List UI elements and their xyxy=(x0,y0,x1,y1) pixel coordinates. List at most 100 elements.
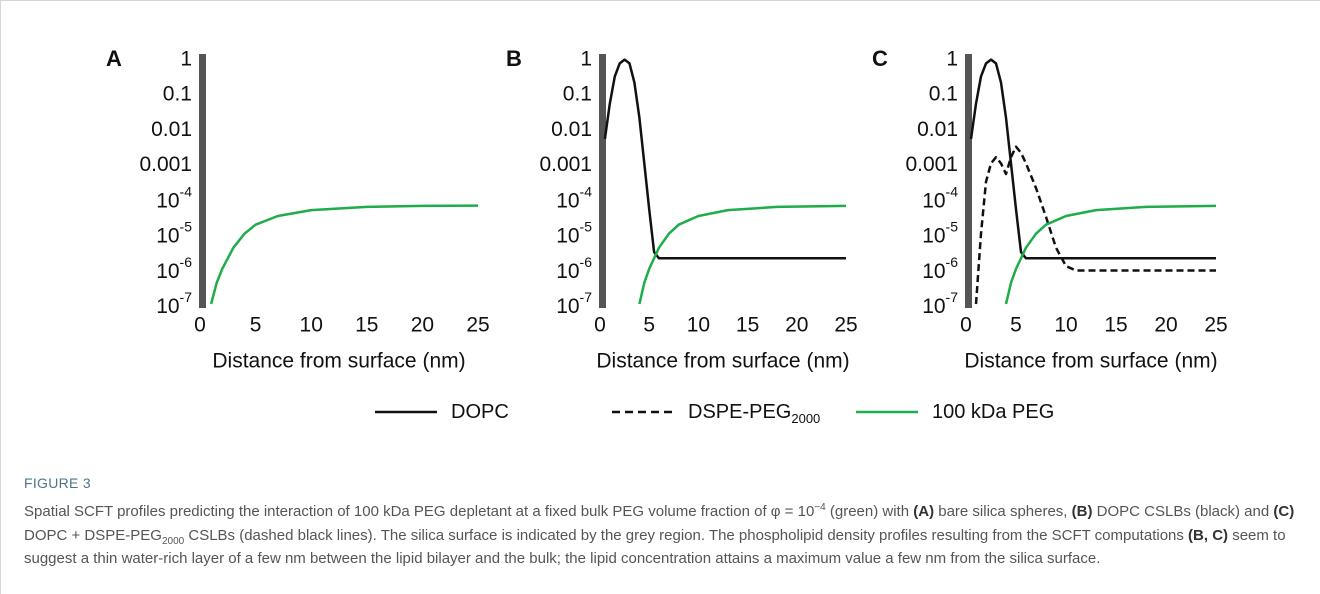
caption-run: Spatial SCFT profiles predicting the int… xyxy=(24,503,815,520)
y-tick-label: 10-5 xyxy=(922,218,958,247)
y-tick-base: 10 xyxy=(922,189,945,212)
frame-line xyxy=(0,0,1,594)
y-tick-base: 10 xyxy=(156,224,179,247)
y-tick-exponent: -6 xyxy=(180,254,193,270)
y-tick-exponent: -4 xyxy=(580,183,593,199)
y-tick-label: 0.001 xyxy=(905,153,958,176)
y-tick-label: 1 xyxy=(580,48,592,71)
caption-run: seem to suggest a thin water-rich layer … xyxy=(24,526,1286,568)
y-tick-base: 10 xyxy=(156,189,179,212)
y-tick-base: 10 xyxy=(556,224,579,247)
y-tick-base: 10 xyxy=(556,295,579,318)
x-tick-label: 15 xyxy=(355,314,378,337)
y-tick-label: 0.1 xyxy=(563,83,592,106)
y-tick-label: 0.1 xyxy=(163,83,192,106)
y-tick-base: 10 xyxy=(156,295,179,318)
caption-run: (C) xyxy=(1273,503,1295,520)
y-tick-base: 10 xyxy=(922,224,945,247)
series-line xyxy=(209,204,479,305)
y-tick-label: 10-5 xyxy=(156,218,192,247)
x-tick-label: 10 xyxy=(1054,314,1077,337)
caption-run: (A) xyxy=(913,503,935,520)
x-tick-label: 20 xyxy=(785,314,808,337)
x-tick-label: 20 xyxy=(411,314,434,337)
y-tick-exponent: -5 xyxy=(580,218,593,234)
surface-region xyxy=(199,54,206,308)
y-tick-label: 1 xyxy=(946,48,958,71)
y-tick-label: 10-4 xyxy=(556,183,592,212)
y-tick-base: 10 xyxy=(156,259,179,282)
x-tick-label: 15 xyxy=(1104,314,1127,337)
panel-label: B xyxy=(506,46,522,71)
x-axis-title: Distance from surface (nm) xyxy=(596,350,849,373)
x-tick-label: 5 xyxy=(1010,314,1022,337)
y-tick-label: 0.001 xyxy=(539,153,592,176)
legend-label: DOPC xyxy=(451,401,509,423)
surface-region xyxy=(965,54,972,308)
x-tick-label: 10 xyxy=(687,314,710,337)
caption-run: DOPC + DSPE-PEG xyxy=(24,526,162,544)
x-axis-title: Distance from surface (nm) xyxy=(964,350,1217,373)
x-tick-label: 5 xyxy=(643,314,655,337)
caption-run: DOPC CSLBs (black) and xyxy=(1092,503,1274,520)
x-tick-label: 25 xyxy=(466,314,489,337)
x-tick-label: 10 xyxy=(300,314,323,337)
y-tick-exponent: -4 xyxy=(180,183,193,199)
x-axis-title: Distance from surface (nm) xyxy=(212,350,465,373)
y-tick-base: 10 xyxy=(922,259,945,282)
y-tick-label: 10-4 xyxy=(922,183,958,212)
series-line xyxy=(603,58,846,260)
y-tick-label: 10-5 xyxy=(556,218,592,247)
legend-label: DSPE-PEG2000 xyxy=(688,401,820,426)
series-line xyxy=(638,204,847,305)
y-tick-exponent: -5 xyxy=(946,218,959,234)
y-tick-base: 10 xyxy=(556,189,579,212)
legend-name: 100 kDa PEG xyxy=(932,401,1054,423)
legend-subscript: 2000 xyxy=(791,411,820,426)
y-tick-label: 0.01 xyxy=(551,118,592,141)
x-tick-label: 0 xyxy=(594,314,606,337)
y-tick-label: 10-4 xyxy=(156,183,192,212)
y-tick-label: 0.01 xyxy=(151,118,192,141)
series-line xyxy=(1004,204,1217,305)
y-tick-exponent: -5 xyxy=(180,218,193,234)
legend-label: 100 kDa PEG xyxy=(932,401,1054,423)
x-tick-label: 15 xyxy=(736,314,759,337)
y-tick-label: 0.001 xyxy=(139,153,192,176)
y-tick-exponent: -4 xyxy=(946,183,959,199)
y-tick-exponent: -7 xyxy=(180,289,193,305)
y-tick-label: 0.1 xyxy=(929,83,958,106)
x-tick-label: 20 xyxy=(1154,314,1177,337)
legend-name: DSPE-PEG xyxy=(688,401,791,423)
x-tick-label: 25 xyxy=(834,314,857,337)
y-tick-label: 0.01 xyxy=(917,118,958,141)
y-tick-label: 1 xyxy=(180,48,192,71)
x-tick-label: 0 xyxy=(194,314,206,337)
panel-label: C xyxy=(872,46,888,71)
figure-caption: Spatial SCFT profiles predicting the int… xyxy=(24,500,1304,571)
caption-run: 2000 xyxy=(161,535,185,547)
frame-line xyxy=(0,0,1320,1)
caption-run: (B, C) xyxy=(1188,526,1229,544)
caption-run: (green) with xyxy=(825,503,914,520)
caption-run: (B) xyxy=(1071,503,1093,520)
y-tick-label: 10-6 xyxy=(556,254,592,283)
y-tick-base: 10 xyxy=(922,295,945,318)
x-tick-label: 0 xyxy=(960,314,972,337)
x-tick-label: 5 xyxy=(250,314,262,337)
caption-run: bare silica spheres, xyxy=(934,503,1072,520)
y-tick-label: 10-6 xyxy=(156,254,192,283)
y-tick-base: 10 xyxy=(556,259,579,282)
y-tick-label: 10-7 xyxy=(922,289,958,318)
legend-name: DOPC xyxy=(451,401,509,423)
series-line xyxy=(969,58,1216,260)
panel-label: A xyxy=(106,46,122,71)
y-tick-exponent: -7 xyxy=(580,289,593,305)
figure-label: FIGURE 3 xyxy=(24,475,91,491)
y-tick-label: 10-7 xyxy=(556,289,592,318)
y-tick-label: 10-7 xyxy=(156,289,192,318)
surface-region xyxy=(599,54,606,308)
y-tick-exponent: -6 xyxy=(946,254,959,270)
